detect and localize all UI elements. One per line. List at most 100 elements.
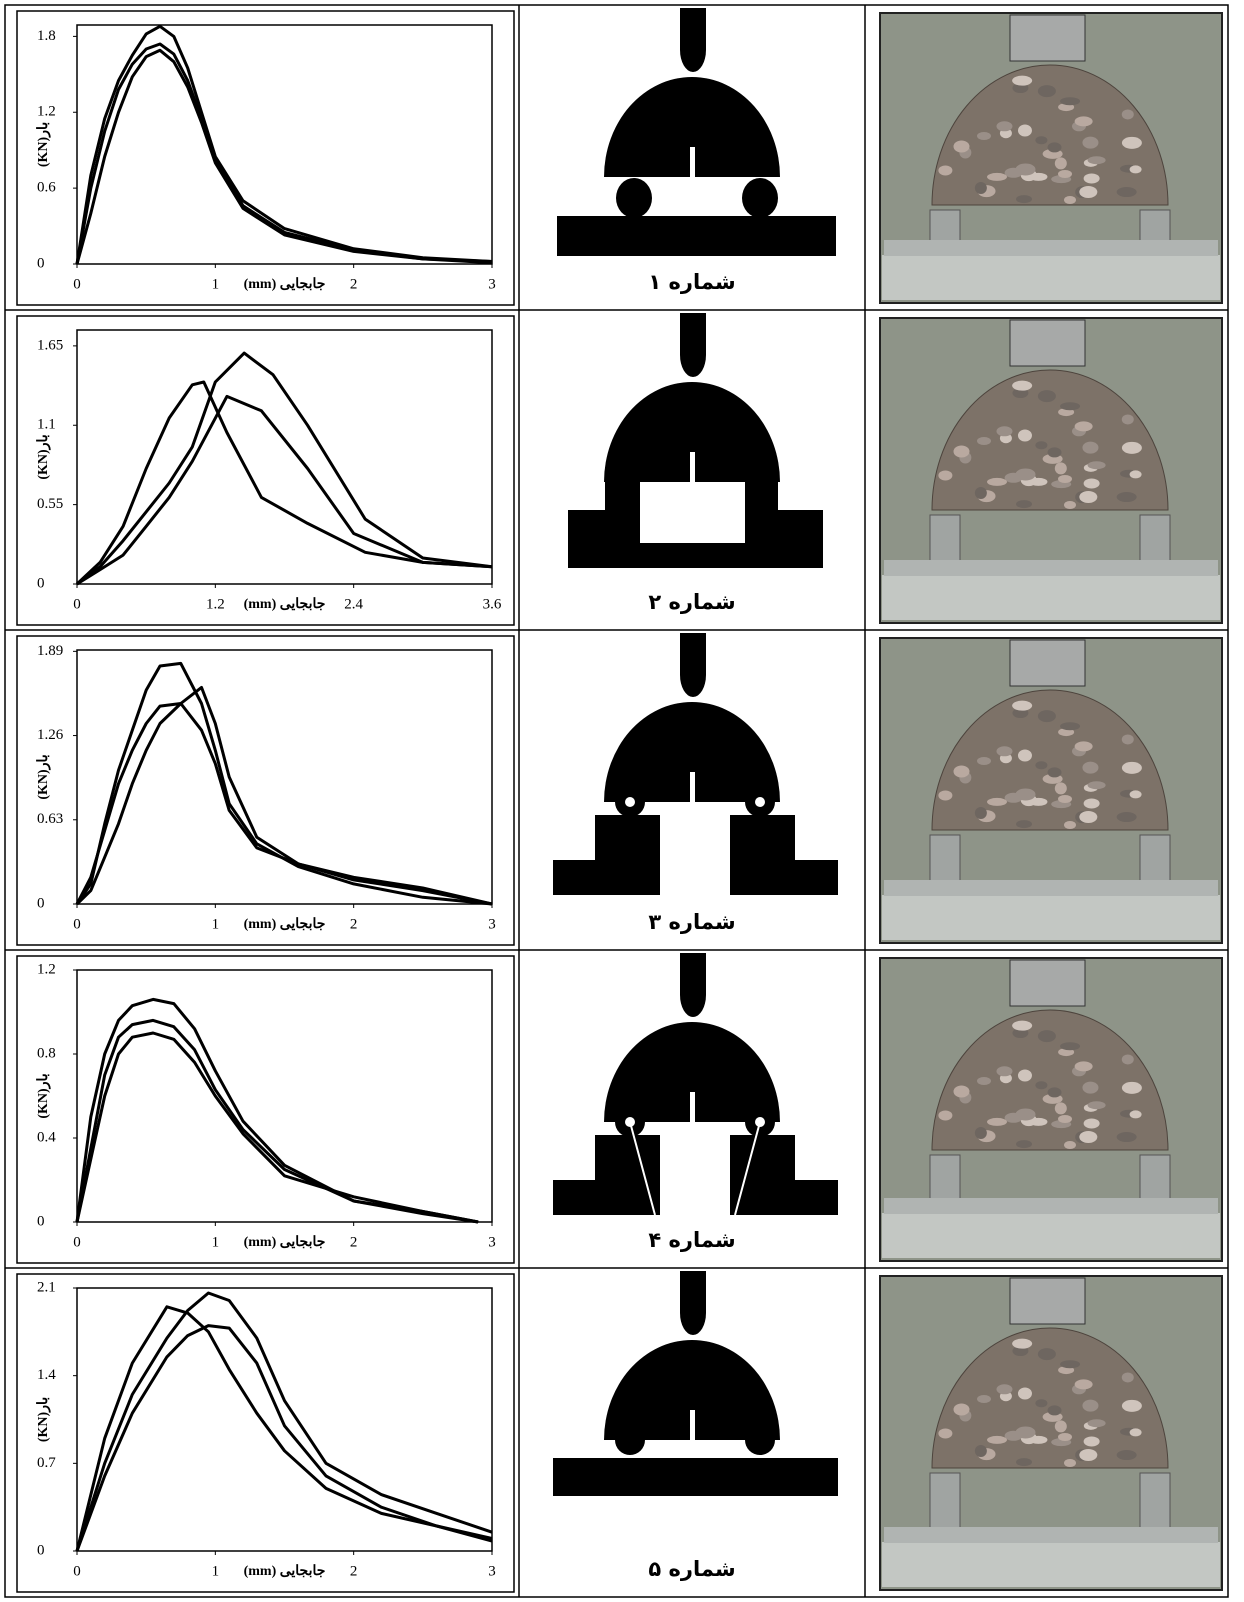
data-line [77,1293,492,1551]
roller-pin [755,797,765,807]
aggregate [1122,762,1142,774]
aggregate [1060,402,1080,410]
aggregate [987,798,1007,806]
aggregate [1122,442,1142,454]
aggregate [996,121,1012,131]
aggregate [1016,500,1032,508]
x-tick-label: 2 [350,1234,358,1250]
x-tick-label: 0 [73,1234,81,1250]
aggregate [1035,136,1047,144]
aggregate [938,790,952,800]
data-line [77,704,492,905]
aggregate [1016,1108,1036,1120]
aggregate [1055,1102,1067,1114]
aggregate [975,487,987,499]
x-tick-label: 1 [212,276,220,292]
schematic: شماره ۵ [553,1271,838,1581]
y-tick-label: 1.4 [37,1367,56,1383]
aggregate [1048,1087,1062,1097]
x-tick-label: 3 [488,1563,496,1579]
aggregate [1075,421,1093,431]
aggregate [1018,1387,1032,1399]
sample-label: شماره ۴ [648,1228,735,1252]
aggregate [1084,1118,1100,1128]
aggregate [1029,173,1047,181]
photo [880,958,1222,1261]
base [553,1458,838,1496]
press-head [1010,640,1085,686]
x-tick-label: 2 [350,916,358,932]
photo [880,318,1222,623]
x-tick-label: 3 [488,1234,496,1250]
aggregate [1084,1436,1100,1446]
x-tick-label: 3.6 [483,596,502,612]
aggregate [1038,1348,1056,1360]
aggregate [1079,811,1097,823]
aggregate [1122,137,1142,149]
aggregate [1064,1459,1076,1467]
y-tick-label: 0.4 [37,1129,56,1145]
aggregate [1060,97,1080,105]
y-axis-label: بار(KN) [36,1073,51,1118]
aggregate [1130,1428,1142,1436]
aggregate [1048,1405,1062,1415]
aggregate [977,1395,991,1403]
support-foot [730,860,838,895]
aggregate [1016,163,1036,175]
plot-area [77,650,492,904]
aggregate [1084,173,1100,183]
notch [690,147,695,179]
support [742,178,778,218]
aggregate [1058,795,1072,803]
aggregate [1016,468,1036,480]
aggregate [975,182,987,194]
aggregate [1082,1400,1098,1412]
aggregate [938,1110,952,1120]
aggregate [1016,788,1036,800]
notch [690,452,695,484]
aggregate [1130,1110,1142,1118]
press-head [1010,15,1085,61]
support-foot [730,1180,838,1215]
ruler [882,255,1220,300]
aggregate [1075,1061,1093,1071]
roller-pin [625,797,635,807]
aggregate [1088,461,1106,469]
schematic: شماره ۴ [553,953,838,1252]
aggregate [1082,137,1098,149]
schematic: شماره ۳ [553,633,838,934]
loader [680,1271,706,1335]
press-head [1010,1278,1085,1324]
photo [880,13,1222,303]
roller [745,1425,775,1455]
x-axis-label: جابجایی (mm) [244,917,326,932]
aggregate [1055,462,1067,474]
aggregate [1012,1021,1032,1031]
press-head [1010,320,1085,366]
x-tick-label: 2.4 [344,596,363,612]
aggregate [1016,820,1032,828]
y-tick-label: 0.6 [37,180,56,196]
data-line [77,353,492,584]
aggregate [1018,1069,1032,1081]
aggregate [1058,170,1072,178]
loader [680,633,706,697]
aggregate [1029,1118,1047,1126]
aggregate [1038,710,1056,722]
schematic: شماره ۲ [568,313,823,614]
notch [690,1410,695,1442]
aggregate [996,1066,1012,1076]
y-tick-label: 0 [37,575,45,591]
y-tick-label: 0.55 [37,496,63,512]
aggregate [977,757,991,765]
rig-base [884,1198,1218,1214]
notch [690,772,695,804]
x-tick-label: 0 [73,276,81,292]
aggregate [1035,1081,1047,1089]
aggregate [953,1085,969,1097]
data-line [77,26,492,264]
y-axis-label: بار(KN) [36,1397,51,1442]
y-tick-label: 0 [37,895,45,911]
schematic: شماره ۱ [557,8,836,294]
aggregate [1130,790,1142,798]
